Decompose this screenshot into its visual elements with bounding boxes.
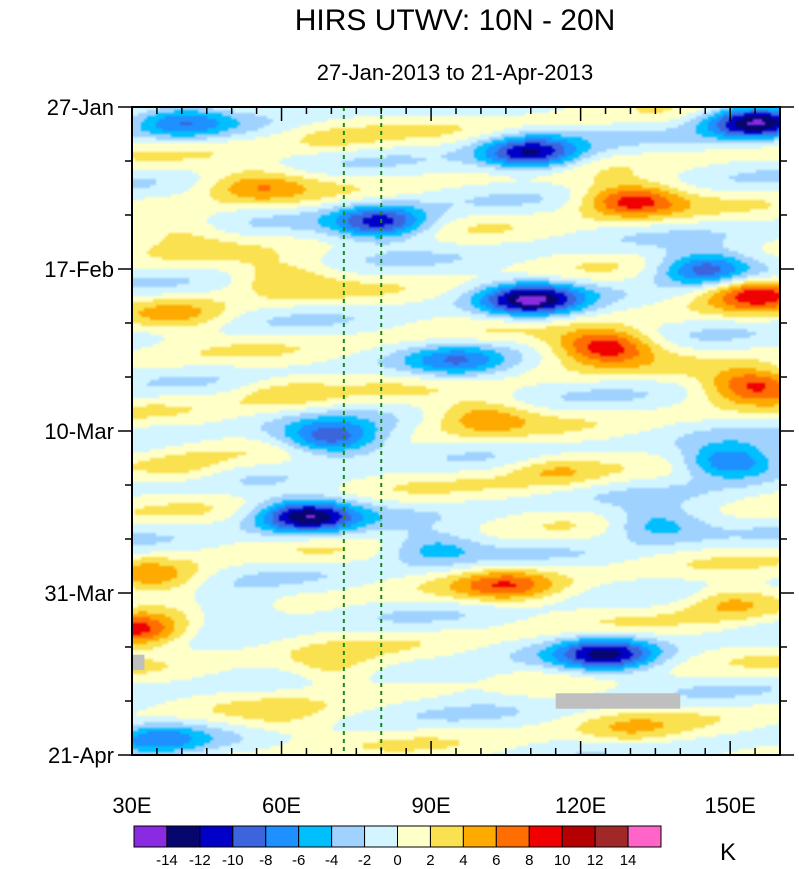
- y-axis: 27-Jan 17-Feb 10-Mar 31-Mar 21-Apr: [44, 95, 794, 768]
- colorbar-tick-label: 8: [525, 852, 533, 869]
- colorbar-swatch: [462, 825, 497, 848]
- colorbar-tick-label: 10: [554, 852, 571, 869]
- colorbar-swatch: [397, 825, 431, 848]
- colorbar-swatch: [331, 825, 366, 848]
- x-tick-label: 150E: [704, 793, 755, 818]
- colorbar-tick-label: 2: [426, 852, 434, 869]
- missing-data-box: [555, 693, 681, 709]
- colorbar-swatch: [627, 825, 662, 848]
- plot-area: 30E 60E 90E 120E 150E 27-Jan 17-Feb 10-Mar 31-M…: [44, 95, 794, 818]
- y-tick-label: 17-Feb: [44, 257, 114, 282]
- colorbar-swatch: [232, 825, 267, 848]
- colorbar-swatch: [528, 825, 563, 848]
- colorbar-tick-label: 6: [492, 852, 500, 869]
- chart-subtitle: 27-Jan-2013 to 21-Apr-2013: [317, 60, 593, 85]
- reference-lines: [342, 107, 383, 755]
- missing-data-box: [132, 654, 145, 671]
- x-tick-label: 90E: [411, 793, 450, 818]
- colorbar-tick-label: 0: [393, 852, 401, 869]
- colorbar-swatch: [265, 825, 300, 848]
- colorbar-tick-label: 14: [620, 852, 637, 869]
- colorbar-tick-label: -4: [325, 852, 338, 869]
- colorbar: -14 -12 -10 -8 -6 -4 -2 0 2 4 6 8 10 12 14: [133, 825, 662, 869]
- y-tick-label: 21-Apr: [48, 743, 114, 768]
- x-tick-label: 120E: [555, 793, 606, 818]
- colorbar-units: K: [720, 839, 736, 866]
- x-tick-label: 30E: [112, 793, 151, 818]
- colorbar-tick-label: 12: [587, 852, 604, 869]
- chart-title: HIRS UTWV: 10N - 20N: [295, 4, 616, 37]
- colorbar-swatch: [364, 825, 398, 848]
- colorbar-swatch: [298, 825, 333, 848]
- y-tick-label: 31-Mar: [44, 581, 114, 606]
- colorbar-tick-label: -10: [222, 852, 244, 869]
- colorbar-swatch: [133, 825, 168, 848]
- colorbar-swatch: [166, 825, 201, 848]
- colorbar-tick-label: -14: [156, 852, 178, 869]
- x-axis: 30E 60E 90E 120E 150E: [112, 107, 781, 818]
- y-tick-label: 10-Mar: [44, 419, 114, 444]
- colorbar-tick-label: -12: [189, 852, 211, 869]
- colorbar-swatch: [429, 825, 464, 848]
- colorbar-tick-label: -6: [292, 852, 305, 869]
- colorbar-swatch: [199, 825, 234, 848]
- colorbar-tick-label: 4: [459, 852, 467, 869]
- x-tick-label: 60E: [262, 793, 301, 818]
- colorbar-swatch: [495, 825, 530, 848]
- colorbar-tick-label: -8: [259, 852, 272, 869]
- colorbar-swatch: [561, 825, 596, 848]
- anomaly-contour-field: [132, 107, 780, 755]
- colorbar-tick-label: -2: [358, 852, 371, 869]
- colorbar-swatch: [594, 825, 629, 848]
- missing-data-regions: [132, 654, 681, 709]
- y-tick-label: 27-Jan: [47, 95, 114, 120]
